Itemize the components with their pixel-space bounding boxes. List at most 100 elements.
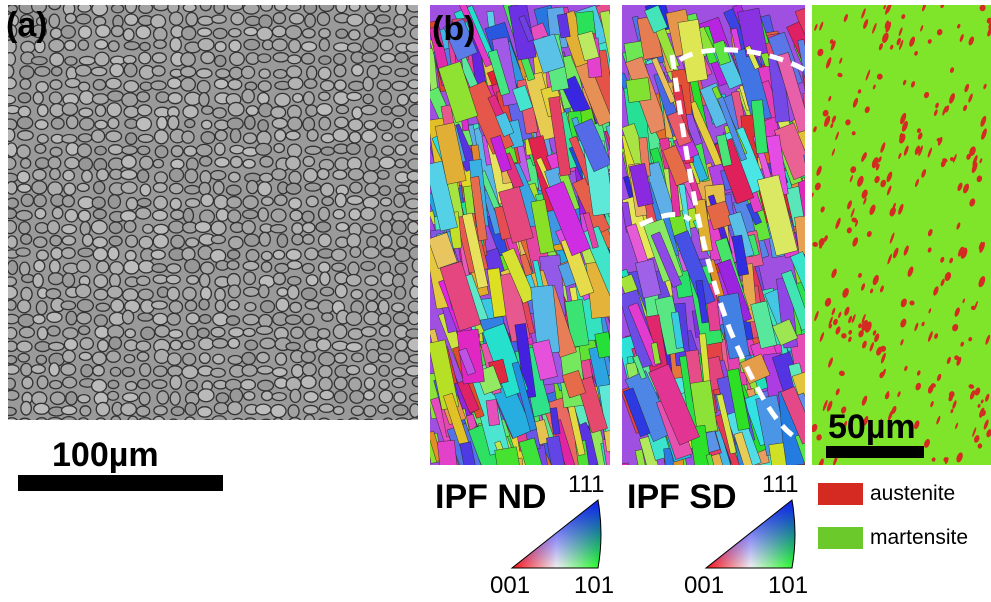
cell: [138, 391, 151, 406]
cell: [301, 28, 316, 39]
austenite-spot: [896, 37, 901, 46]
austenite-spot: [862, 340, 867, 349]
cell: [32, 236, 48, 248]
austenite-spot: [940, 160, 946, 168]
austenite-spot: [835, 326, 841, 335]
cell: [409, 144, 418, 155]
cell: [348, 376, 363, 392]
austenite-spot: [852, 237, 859, 247]
cell: [96, 339, 110, 353]
austenite-spot: [864, 106, 870, 114]
cell: [8, 142, 18, 158]
cell: [20, 400, 33, 416]
cell: [78, 157, 94, 172]
cell: [139, 81, 153, 92]
cell: [332, 208, 346, 220]
austenite-spot: [954, 307, 960, 317]
cell: [61, 223, 78, 235]
grain: [545, 435, 569, 465]
cell: [20, 233, 33, 245]
cell: [305, 195, 319, 208]
cell: [152, 233, 169, 249]
cell: [19, 417, 31, 420]
austenite-spot: [863, 415, 869, 426]
cell: [153, 195, 168, 211]
cell: [244, 339, 259, 351]
cell: [317, 206, 331, 222]
cell: [48, 259, 61, 274]
cell: [318, 417, 330, 420]
austenite-spot: [921, 321, 925, 327]
cell: [151, 65, 166, 77]
cell: [184, 184, 201, 195]
cell: [213, 5, 226, 15]
austenite-spot: [922, 5, 927, 12]
cell: [155, 91, 170, 104]
cell: [199, 261, 215, 275]
cell: [8, 285, 18, 300]
cell: [109, 63, 125, 78]
austenite-spot: [907, 266, 914, 277]
ipf-map: [430, 5, 610, 465]
cell: [351, 63, 364, 77]
austenite-spot: [872, 84, 876, 90]
austenite-spot: [915, 382, 922, 391]
cell: [378, 5, 391, 13]
grain: [519, 253, 533, 277]
cell: [182, 104, 199, 119]
scale-bar-label: 50µm: [828, 408, 916, 446]
cell: [30, 55, 48, 66]
cell: [259, 337, 276, 350]
cell: [257, 53, 272, 64]
cell: [405, 42, 418, 53]
cell: [16, 116, 34, 130]
cell: [122, 288, 139, 302]
austenite-spot: [923, 91, 930, 99]
cell: [271, 38, 288, 52]
cell: [377, 299, 390, 315]
cell: [47, 181, 64, 197]
cell: [381, 132, 394, 142]
cell: [336, 418, 345, 420]
cell: [170, 234, 185, 249]
cell: [408, 92, 418, 104]
grain: [531, 339, 558, 381]
cell: [213, 402, 229, 415]
cell: [366, 235, 379, 249]
cell: [196, 27, 213, 38]
cell: [245, 105, 259, 117]
ipf-triangle: [704, 499, 796, 569]
cell: [123, 79, 140, 93]
cell: [65, 115, 79, 130]
cell: [303, 78, 318, 89]
cell: [261, 39, 274, 51]
cell: [184, 402, 198, 416]
cell: [61, 247, 76, 260]
cell: [241, 88, 255, 104]
austenite-spot: [927, 384, 934, 394]
cell: [30, 364, 46, 375]
cell: [8, 377, 17, 391]
grain: [797, 39, 805, 79]
cell: [78, 90, 95, 105]
cell: [320, 146, 335, 156]
cell: [65, 391, 78, 406]
cell: [154, 145, 169, 159]
cell: [92, 247, 109, 262]
austenite-spot: [898, 27, 903, 37]
cell: [301, 362, 317, 377]
cell: [214, 156, 230, 168]
austenite-spot: [927, 247, 932, 253]
grain: [726, 368, 751, 431]
cell: [49, 391, 66, 406]
cell: [351, 106, 363, 120]
cell: [15, 247, 31, 257]
cell: [121, 392, 139, 403]
cell: [255, 325, 274, 336]
cell: [62, 169, 76, 182]
austenite-spot: [898, 203, 904, 215]
grain: [470, 176, 488, 241]
cell: [376, 79, 392, 91]
legend-label: austenite: [870, 482, 955, 505]
austenite-spot: [901, 14, 906, 20]
